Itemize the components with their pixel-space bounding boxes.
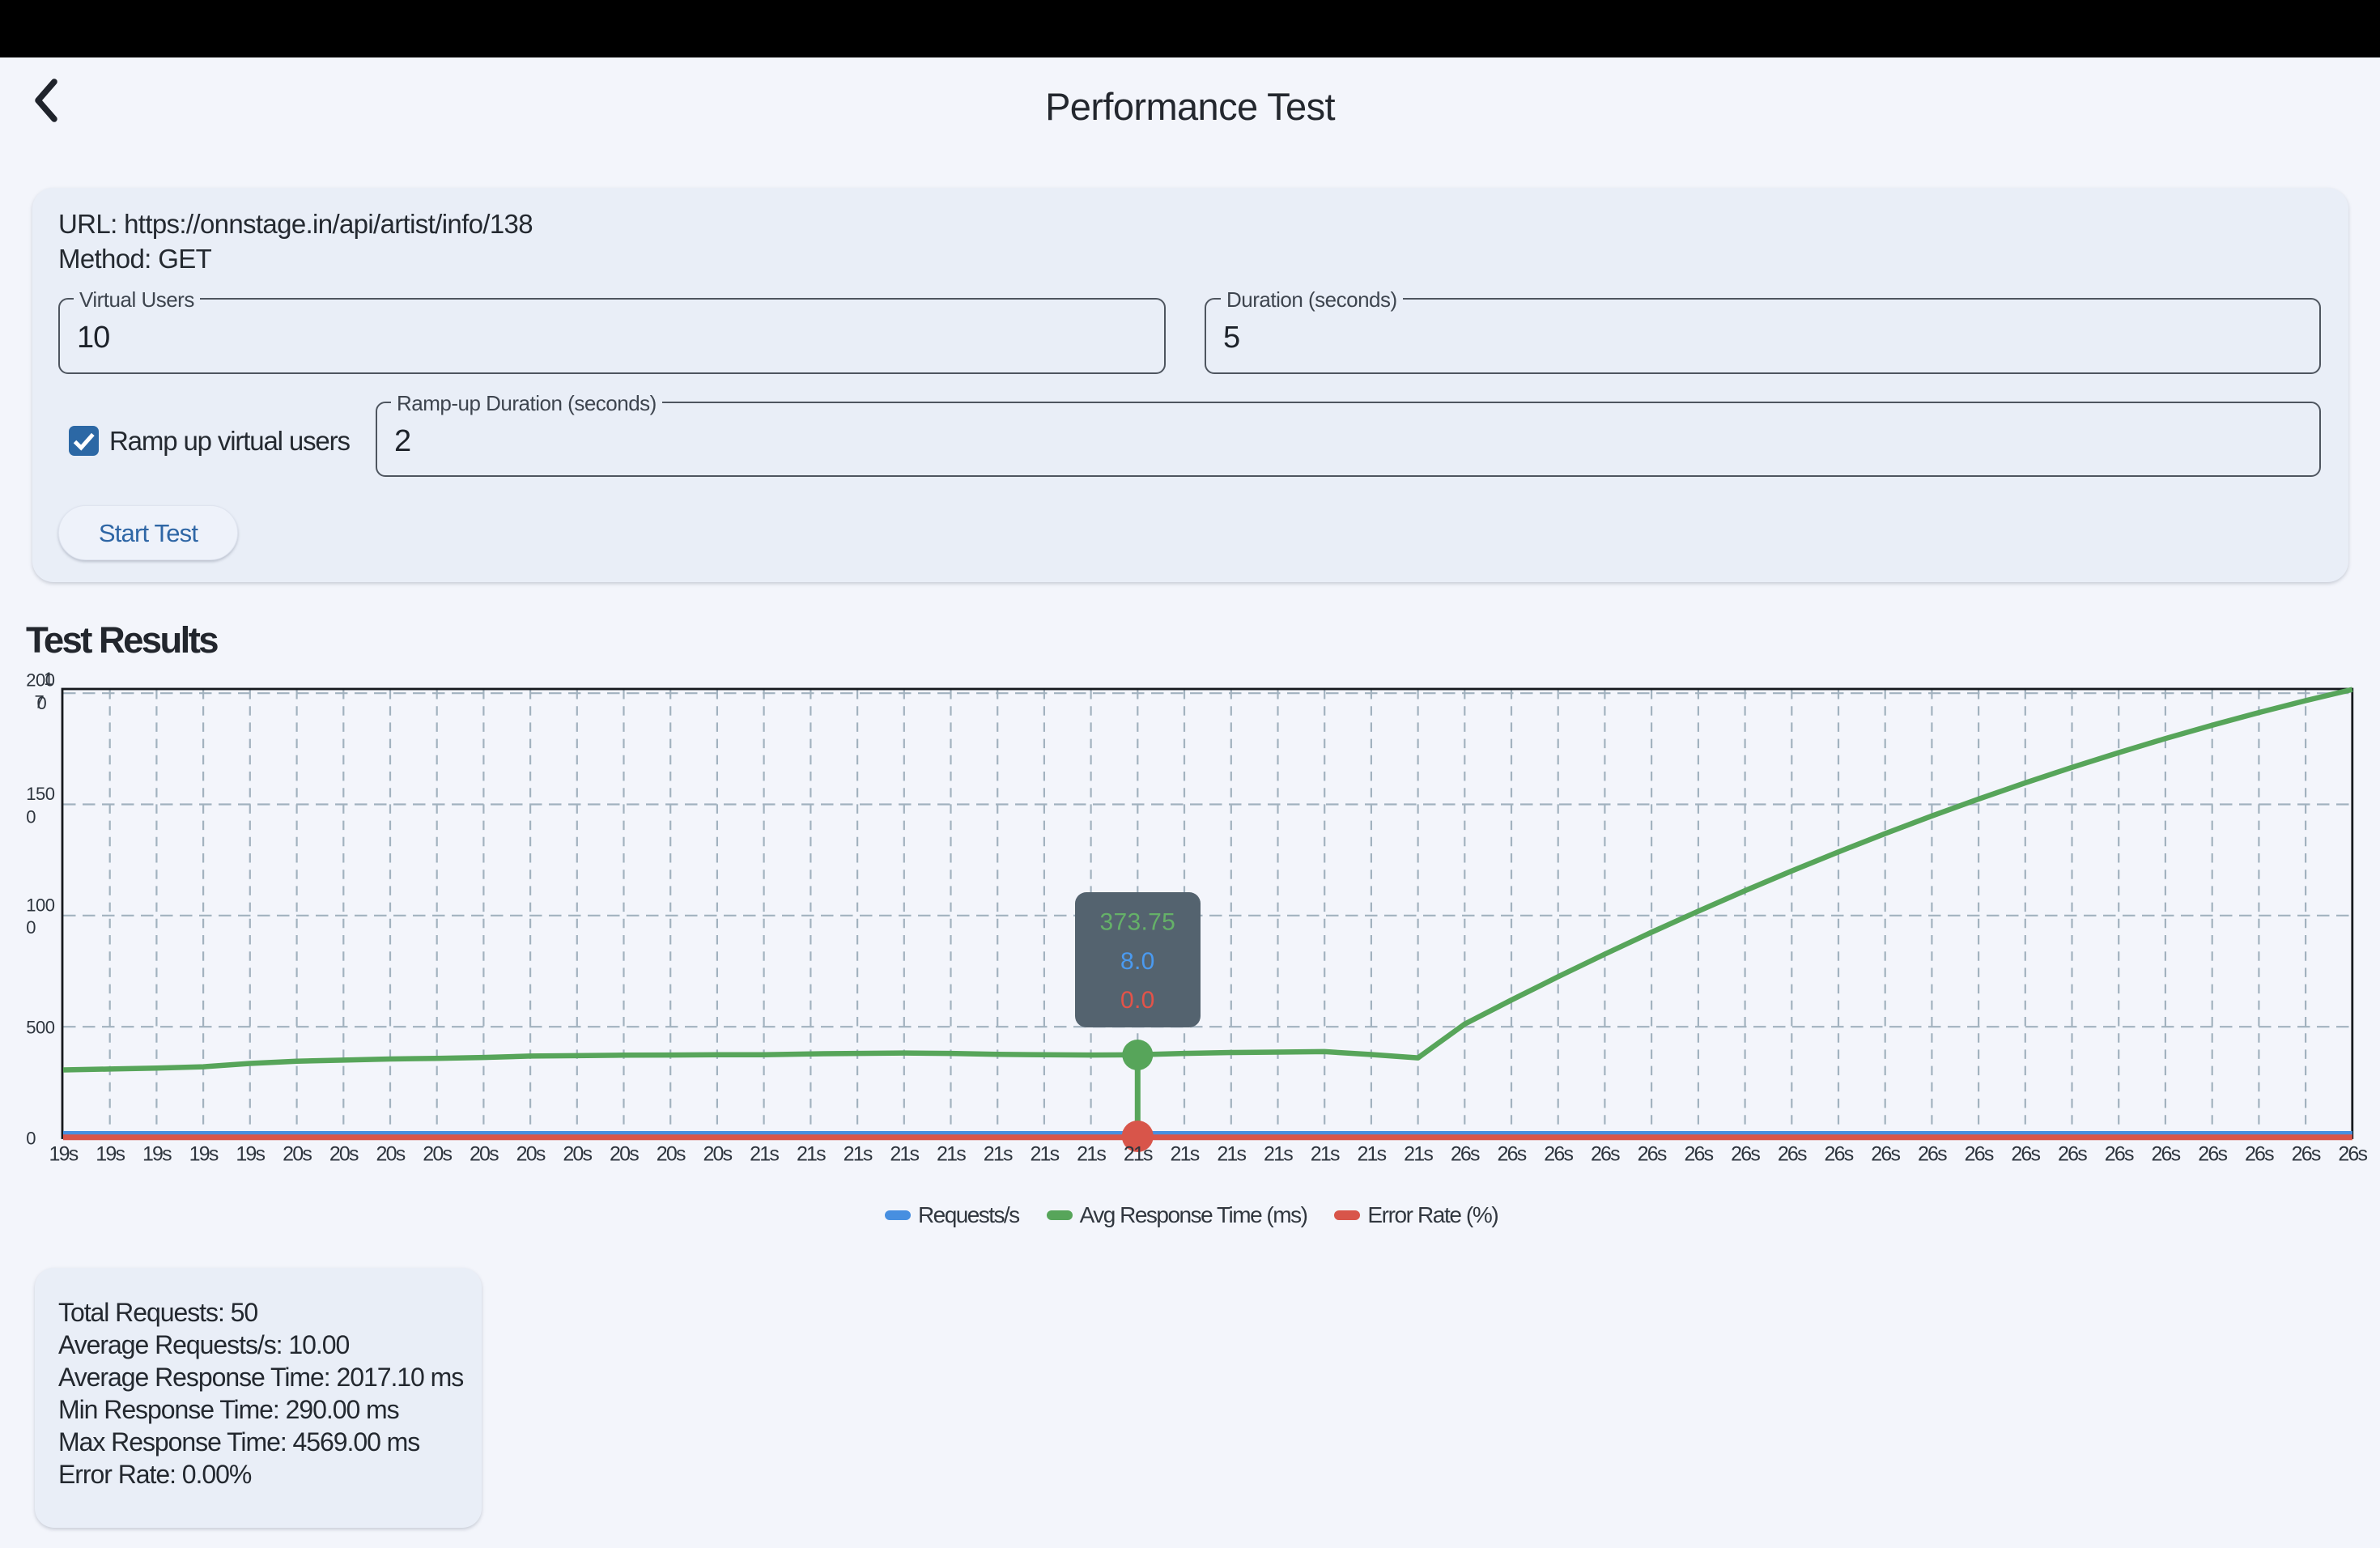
svg-text:20s: 20s [657, 1143, 686, 1166]
svg-text:21s: 21s [890, 1143, 919, 1166]
svg-text:26s: 26s [1638, 1143, 1667, 1166]
svg-text:20s: 20s [283, 1143, 312, 1166]
svg-text:19s: 19s [96, 1143, 125, 1166]
svg-text:20s: 20s [470, 1143, 499, 1166]
svg-text:26s: 26s [1731, 1143, 1760, 1166]
svg-text:26s: 26s [2292, 1143, 2321, 1166]
svg-text:26s: 26s [2198, 1143, 2227, 1166]
svg-text:150: 150 [26, 784, 54, 804]
svg-text:21s: 21s [984, 1143, 1013, 1166]
svg-text:7: 7 [35, 692, 45, 712]
svg-text:21s: 21s [1311, 1143, 1340, 1166]
svg-text:26s: 26s [1918, 1143, 1947, 1166]
svg-text:373.75: 373.75 [1100, 909, 1176, 936]
svg-text:21s: 21s [1217, 1143, 1246, 1166]
svg-text:500: 500 [26, 1018, 54, 1038]
svg-text:19s: 19s [49, 1143, 79, 1166]
svg-text:26s: 26s [1591, 1143, 1620, 1166]
svg-text:26s: 26s [2338, 1143, 2367, 1166]
svg-text:0: 0 [26, 917, 36, 938]
svg-text:19s: 19s [236, 1143, 265, 1166]
svg-text:21s: 21s [1404, 1143, 1433, 1166]
svg-text:26s: 26s [2151, 1143, 2180, 1166]
svg-text:21s: 21s [937, 1143, 966, 1166]
svg-text:26s: 26s [2105, 1143, 2134, 1166]
svg-text:21s: 21s [797, 1143, 826, 1166]
svg-text:26s: 26s [1498, 1143, 1527, 1166]
svg-text:20s: 20s [329, 1143, 359, 1166]
svg-text:21s: 21s [1124, 1143, 1153, 1166]
svg-text:26s: 26s [1871, 1143, 1900, 1166]
svg-text:0: 0 [37, 693, 47, 713]
svg-text:0: 0 [26, 1129, 36, 1149]
svg-text:26s: 26s [1451, 1143, 1480, 1166]
svg-text:20s: 20s [703, 1143, 732, 1166]
svg-text:26s: 26s [2245, 1143, 2274, 1166]
svg-text:21s: 21s [1030, 1143, 1059, 1166]
svg-text:20s: 20s [423, 1143, 452, 1166]
svg-text:200: 200 [26, 670, 54, 691]
svg-text:20s: 20s [376, 1143, 406, 1166]
svg-text:21s: 21s [1077, 1143, 1106, 1166]
svg-text:21s: 21s [1357, 1143, 1386, 1166]
svg-text:26s: 26s [1778, 1143, 1807, 1166]
svg-text:8.0: 8.0 [1120, 948, 1155, 975]
svg-text:21s: 21s [1171, 1143, 1200, 1166]
svg-text:26s: 26s [2058, 1143, 2087, 1166]
svg-text:0.0: 0.0 [1120, 987, 1155, 1014]
svg-text:26s: 26s [1544, 1143, 1573, 1166]
svg-text:19s: 19s [189, 1143, 219, 1166]
svg-text:26s: 26s [2011, 1143, 2040, 1166]
svg-text:100: 100 [26, 895, 54, 916]
svg-text:19s: 19s [142, 1143, 172, 1166]
svg-text:21s: 21s [844, 1143, 873, 1166]
svg-text:21s: 21s [1264, 1143, 1293, 1166]
svg-text:21s: 21s [750, 1143, 779, 1166]
svg-text:26s: 26s [1684, 1143, 1713, 1166]
svg-text:20s: 20s [516, 1143, 546, 1166]
svg-text:26s: 26s [1825, 1143, 1854, 1166]
svg-text:20s: 20s [563, 1143, 592, 1166]
svg-text:1: 1 [44, 669, 53, 689]
svg-text:26s: 26s [1965, 1143, 1994, 1166]
svg-text:0: 0 [26, 807, 36, 827]
svg-text:20s: 20s [610, 1143, 639, 1166]
